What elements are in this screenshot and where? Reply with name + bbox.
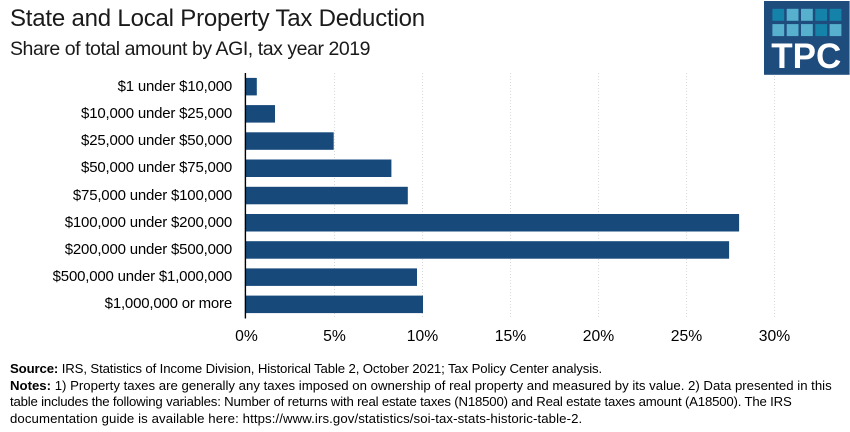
svg-text:TPC: TPC — [771, 37, 841, 75]
